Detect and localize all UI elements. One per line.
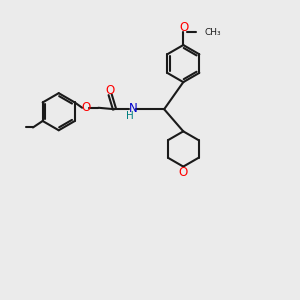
Text: CH₃: CH₃ <box>205 28 221 37</box>
Text: O: O <box>105 84 115 97</box>
Text: O: O <box>179 22 188 34</box>
Text: O: O <box>81 101 91 114</box>
Text: N: N <box>129 102 137 115</box>
Text: O: O <box>179 166 188 179</box>
Text: H: H <box>126 111 134 121</box>
